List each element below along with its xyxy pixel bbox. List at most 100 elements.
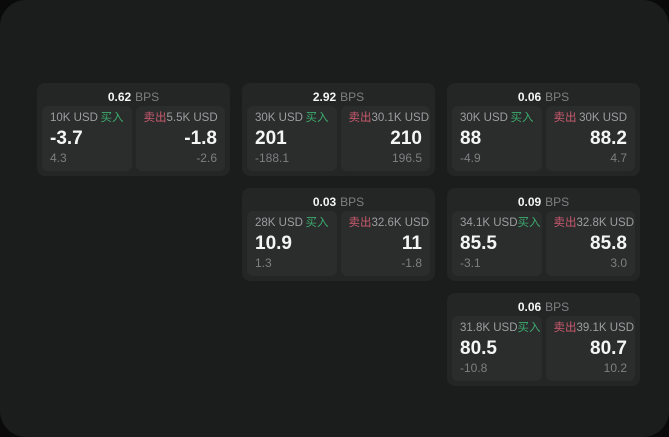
- bps-unit-label: BPS: [545, 299, 570, 314]
- buy-delta: -4.9: [460, 151, 481, 165]
- card-header: 2.92 BPS: [247, 87, 430, 106]
- bps-unit-label: BPS: [340, 89, 365, 104]
- sell-delta: 10.2: [603, 361, 627, 375]
- sell-amount: 30K USD: [579, 112, 627, 124]
- card-header: 0.06 BPS: [452, 297, 635, 316]
- buy-delta: -3.1: [460, 256, 481, 270]
- buy-price: 80.5: [460, 337, 497, 359]
- buy-price: 88: [460, 127, 482, 149]
- quote-cards-grid: 0.62 BPS 10K USD 买入 -3.7 4.3 卖出 5.5K USD…: [37, 83, 640, 386]
- sell-quote-tile[interactable]: 卖出 30.1K USD 210 196.5: [340, 106, 430, 171]
- sell-side-label: 卖出: [143, 112, 167, 124]
- card-header: 0.03 BPS: [247, 192, 430, 211]
- buy-amount: 31.8K USD: [460, 322, 518, 334]
- buy-amount: 28K USD: [255, 217, 303, 229]
- bps-unit-label: BPS: [340, 194, 365, 209]
- quote-card: 0.03 BPS 28K USD 买入 10.9 1.3 卖出 32.6K US…: [242, 188, 435, 281]
- buy-delta: 1.3: [255, 256, 272, 270]
- card-header: 0.09 BPS: [452, 192, 635, 211]
- sell-tile-header: 卖出 32.6K USD: [348, 217, 430, 230]
- quote-card: 0.06 BPS 31.8K USD 买入 80.5 -10.8 卖出 39.1…: [447, 293, 640, 386]
- buy-price: 85.5: [460, 232, 497, 254]
- sell-tile-header: 卖出 30.1K USD: [348, 112, 430, 125]
- buy-tile-header: 28K USD 买入: [255, 217, 329, 230]
- sell-price: 88.2: [590, 127, 627, 149]
- quote-card: 0.06 BPS 30K USD 买入 88 -4.9 卖出 30K USD 8…: [447, 83, 640, 176]
- card-header: 0.06 BPS: [452, 87, 635, 106]
- sell-price: 11: [401, 232, 422, 254]
- bps-value: 0.09: [517, 194, 542, 209]
- sell-amount: 30.1K USD: [371, 112, 430, 124]
- buy-tile-header: 34.1K USD 买入: [460, 217, 541, 230]
- buy-amount: 30K USD: [255, 112, 303, 124]
- sell-amount: 39.1K USD: [576, 322, 635, 334]
- buy-tile-header: 31.8K USD 买入: [460, 322, 541, 335]
- buy-quote-tile[interactable]: 34.1K USD 买入 85.5 -3.1: [452, 211, 542, 276]
- sell-price: 80.7: [590, 337, 627, 359]
- card-body: 10K USD 买入 -3.7 4.3 卖出 5.5K USD -1.8 -2.…: [42, 106, 225, 171]
- buy-tile-header: 10K USD 买入: [50, 112, 124, 125]
- sell-side-label: 卖出: [348, 112, 372, 124]
- buy-side-label: 买入: [100, 112, 124, 124]
- buy-side-label: 买入: [517, 322, 541, 334]
- bps-unit-label: BPS: [545, 194, 570, 209]
- card-body: 30K USD 买入 88 -4.9 卖出 30K USD 88.2 4.7: [452, 106, 635, 171]
- buy-delta: -10.8: [460, 361, 488, 375]
- sell-price: 210: [390, 127, 422, 149]
- sell-tile-header: 卖出 5.5K USD: [143, 112, 218, 125]
- sell-side-label: 卖出: [553, 322, 577, 334]
- sell-tile-header: 卖出 30K USD: [553, 112, 628, 125]
- quote-card: 0.62 BPS 10K USD 买入 -3.7 4.3 卖出 5.5K USD…: [37, 83, 230, 176]
- sell-quote-tile[interactable]: 卖出 5.5K USD -1.8 -2.6: [135, 106, 225, 171]
- buy-amount: 34.1K USD: [460, 217, 518, 229]
- buy-quote-tile[interactable]: 31.8K USD 买入 80.5 -10.8: [452, 316, 542, 381]
- sell-delta: 4.7: [610, 151, 627, 165]
- bps-value: 0.62: [107, 89, 132, 104]
- bps-unit-label: BPS: [545, 89, 570, 104]
- buy-price: 10.9: [255, 232, 292, 254]
- bps-unit-label: BPS: [135, 89, 160, 104]
- sell-amount: 32.6K USD: [371, 217, 430, 229]
- bps-value: 2.92: [312, 89, 337, 104]
- bps-value: 0.06: [517, 89, 542, 104]
- quote-card: 0.09 BPS 34.1K USD 买入 85.5 -3.1 卖出 32.8K…: [447, 188, 640, 281]
- sell-price: -1.8: [184, 127, 217, 149]
- buy-side-label: 买入: [305, 217, 329, 229]
- buy-tile-header: 30K USD 买入: [460, 112, 534, 125]
- sell-amount: 5.5K USD: [166, 112, 218, 124]
- buy-amount: 10K USD: [50, 112, 98, 124]
- sell-delta: 3.0: [610, 256, 627, 270]
- buy-side-label: 买入: [517, 217, 541, 229]
- sell-side-label: 卖出: [553, 217, 577, 229]
- sell-delta: 196.5: [391, 151, 422, 165]
- buy-price: 201: [255, 127, 287, 149]
- card-body: 28K USD 买入 10.9 1.3 卖出 32.6K USD 11 -1.8: [247, 211, 430, 276]
- sell-amount: 32.8K USD: [576, 217, 635, 229]
- card-header: 0.62 BPS: [42, 87, 225, 106]
- sell-quote-tile[interactable]: 卖出 32.8K USD 85.8 3.0: [545, 211, 635, 276]
- buy-price: -3.7: [50, 127, 83, 149]
- card-body: 30K USD 买入 201 -188.1 卖出 30.1K USD 210 1…: [247, 106, 430, 171]
- sell-side-label: 卖出: [553, 112, 577, 124]
- sell-tile-header: 卖出 39.1K USD: [553, 322, 635, 335]
- buy-side-label: 买入: [510, 112, 534, 124]
- buy-quote-tile[interactable]: 30K USD 买入 88 -4.9: [452, 106, 542, 171]
- sell-price: 85.8: [590, 232, 627, 254]
- sell-side-label: 卖出: [348, 217, 372, 229]
- buy-quote-tile[interactable]: 30K USD 买入 201 -188.1: [247, 106, 337, 171]
- sell-quote-tile[interactable]: 卖出 32.6K USD 11 -1.8: [340, 211, 430, 276]
- buy-side-label: 买入: [305, 112, 329, 124]
- buy-delta: -188.1: [255, 151, 290, 165]
- buy-quote-tile[interactable]: 28K USD 买入 10.9 1.3: [247, 211, 337, 276]
- bps-value: 0.03: [312, 194, 337, 209]
- buy-tile-header: 30K USD 买入: [255, 112, 329, 125]
- buy-quote-tile[interactable]: 10K USD 买入 -3.7 4.3: [42, 106, 132, 171]
- buy-amount: 30K USD: [460, 112, 508, 124]
- bps-value: 0.06: [517, 299, 542, 314]
- sell-tile-header: 卖出 32.8K USD: [553, 217, 635, 230]
- card-body: 31.8K USD 买入 80.5 -10.8 卖出 39.1K USD 80.…: [452, 316, 635, 381]
- sell-quote-tile[interactable]: 卖出 39.1K USD 80.7 10.2: [545, 316, 635, 381]
- card-body: 34.1K USD 买入 85.5 -3.1 卖出 32.8K USD 85.8…: [452, 211, 635, 276]
- sell-quote-tile[interactable]: 卖出 30K USD 88.2 4.7: [545, 106, 635, 171]
